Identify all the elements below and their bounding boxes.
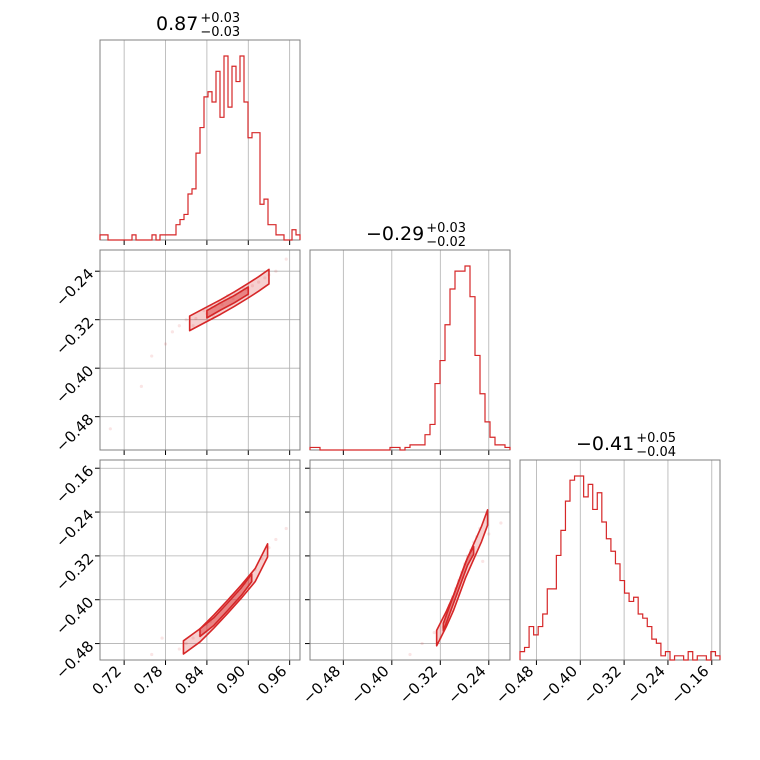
sample-point xyxy=(487,532,491,536)
contour-inner xyxy=(206,286,250,319)
sample-point xyxy=(139,384,143,388)
sample-point xyxy=(184,641,188,646)
x-tick-label: −0.32 xyxy=(580,662,625,707)
x-tick-label: 0.72 xyxy=(89,662,125,698)
panel-2-1: −0.48 −0.40 −0.32 −0.24 xyxy=(299,459,511,707)
sample-point xyxy=(202,309,206,313)
sample-point xyxy=(257,280,261,284)
x-tick-label: −0.40 xyxy=(347,662,392,707)
x-tick-label: −0.24 xyxy=(624,662,669,707)
y-tick-label: −0.24 xyxy=(52,506,97,551)
histogram-step-line xyxy=(99,55,301,241)
sample-point xyxy=(160,636,164,640)
contour-inner xyxy=(199,573,253,638)
y-tick-label: −0.32 xyxy=(52,550,97,595)
panel-0-0 xyxy=(99,39,301,245)
x-tick-label: −0.48 xyxy=(492,662,537,707)
contour-outer xyxy=(188,268,270,332)
contour-outer xyxy=(182,543,269,655)
title-median: −0.29 xyxy=(366,223,424,245)
sample-point xyxy=(263,276,267,280)
x-tick-label: −0.32 xyxy=(396,662,441,707)
sample-point xyxy=(420,641,424,646)
sample-point xyxy=(432,631,436,635)
y-tick-label: −0.48 xyxy=(52,637,97,682)
panel-1-1 xyxy=(309,249,511,455)
sample-point xyxy=(194,316,198,321)
sample-point xyxy=(274,537,278,542)
sample-point xyxy=(408,652,412,657)
title-plus: +0.03 xyxy=(200,11,240,26)
sample-point xyxy=(481,559,485,563)
param-title: 0.87 +0.03−0.03 xyxy=(156,11,240,40)
sample-point xyxy=(284,257,288,261)
panel-frame xyxy=(309,459,511,661)
sample-point xyxy=(191,636,195,640)
title-minus: −0.04 xyxy=(636,445,676,460)
sample-point xyxy=(250,284,255,288)
sample-point xyxy=(177,647,181,651)
title-minus: −0.02 xyxy=(426,235,466,250)
y-tick-label: −0.40 xyxy=(52,593,97,638)
sample-point xyxy=(150,652,154,657)
panel-frame xyxy=(99,459,301,661)
x-tick-label: 0.90 xyxy=(213,662,249,698)
panel-frame xyxy=(99,39,301,241)
sample-point xyxy=(231,296,235,301)
histogram-step-line xyxy=(309,265,511,451)
x-tick-label: 0.78 xyxy=(130,662,166,698)
sample-point xyxy=(170,330,175,334)
x-tick-label: −0.24 xyxy=(444,662,489,707)
sample-point xyxy=(191,324,195,328)
sample-point xyxy=(184,318,188,322)
title-minus: −0.03 xyxy=(200,25,240,40)
panel-frame xyxy=(309,249,511,451)
title-median: −0.41 xyxy=(576,433,634,455)
panel-frame xyxy=(99,249,301,451)
sample-point xyxy=(499,521,503,525)
sample-point xyxy=(150,354,154,358)
y-tick-label: −0.32 xyxy=(52,313,97,358)
param-title: −0.29 +0.03−0.02 xyxy=(366,221,466,250)
x-tick-label: 0.96 xyxy=(254,662,290,698)
title-median: 0.87 xyxy=(156,13,198,35)
title-plus: +0.03 xyxy=(426,221,466,236)
x-tick-label: −0.48 xyxy=(299,662,344,707)
title-plus: +0.05 xyxy=(636,431,676,446)
panel-frame xyxy=(519,459,721,661)
sample-point xyxy=(108,427,112,431)
sample-point xyxy=(284,526,288,531)
panel-2-2: −0.48−0.40−0.32−0.24−0.16 xyxy=(492,459,721,707)
contour-inner xyxy=(442,545,475,632)
x-tick-label: −0.40 xyxy=(536,662,581,707)
x-tick-label: −0.16 xyxy=(667,662,712,707)
histogram-step-line xyxy=(519,475,721,661)
y-tick-label: −0.40 xyxy=(52,362,97,407)
y-tick-label: −0.48 xyxy=(52,410,97,455)
sample-point xyxy=(220,302,224,307)
param-title: −0.41 +0.05−0.04 xyxy=(576,431,676,460)
y-tick-label: −0.24 xyxy=(52,265,97,310)
x-tick-label: 0.84 xyxy=(171,662,207,698)
panel-2-0: 0.72 0.78 0.84 0.90 0.96 −0.48−0.40−0.32−0.24… xyxy=(52,459,301,698)
sample-point xyxy=(163,342,168,346)
sample-point xyxy=(177,324,181,328)
y-tick-label: −0.16 xyxy=(52,462,97,507)
sample-point xyxy=(274,269,278,273)
